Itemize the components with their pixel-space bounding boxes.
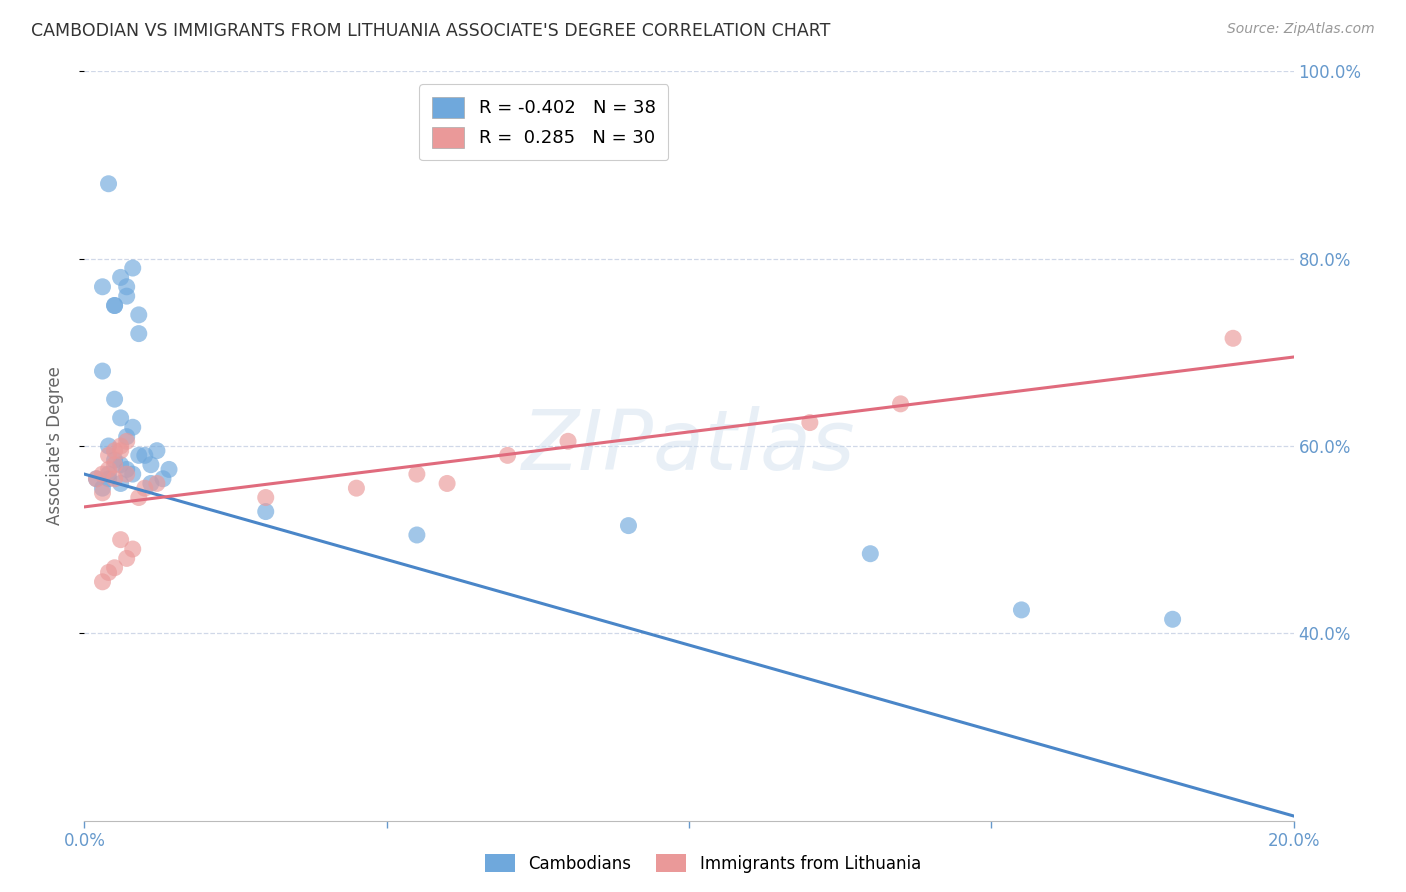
Text: CAMBODIAN VS IMMIGRANTS FROM LITHUANIA ASSOCIATE'S DEGREE CORRELATION CHART: CAMBODIAN VS IMMIGRANTS FROM LITHUANIA A…	[31, 22, 831, 40]
Point	[115, 551, 138, 566]
Point	[104, 392, 127, 407]
Point	[128, 326, 150, 341]
Point	[97, 472, 120, 486]
Point	[97, 467, 120, 482]
Legend: Cambodians, Immigrants from Lithuania: Cambodians, Immigrants from Lithuania	[478, 847, 928, 880]
Point	[134, 481, 156, 495]
Point	[110, 270, 132, 285]
Point	[97, 449, 120, 463]
Point	[139, 458, 162, 472]
Point	[115, 280, 138, 294]
Point	[91, 467, 114, 482]
Point	[406, 467, 429, 482]
Point	[110, 458, 132, 472]
Point	[91, 280, 114, 294]
Point	[121, 261, 143, 276]
Point	[104, 443, 127, 458]
Point	[799, 416, 821, 430]
Point	[128, 308, 150, 322]
Point	[110, 533, 132, 547]
Point	[91, 485, 114, 500]
Point	[128, 449, 150, 463]
Point	[115, 289, 138, 303]
Point	[115, 430, 138, 444]
Point	[557, 434, 579, 449]
Point	[97, 566, 120, 580]
Point	[134, 449, 156, 463]
Point	[115, 434, 138, 449]
Point	[110, 410, 132, 425]
Point	[110, 476, 132, 491]
Point	[436, 476, 458, 491]
Y-axis label: Associate's Degree: Associate's Degree	[45, 367, 63, 525]
Point	[110, 443, 132, 458]
Point	[110, 439, 132, 453]
Point	[254, 491, 277, 505]
Point	[139, 476, 162, 491]
Point	[121, 467, 143, 482]
Point	[91, 364, 114, 378]
Point	[104, 299, 127, 313]
Point	[104, 458, 127, 472]
Text: Source: ZipAtlas.com: Source: ZipAtlas.com	[1227, 22, 1375, 37]
Point	[104, 472, 127, 486]
Point	[1011, 603, 1033, 617]
Point	[86, 472, 108, 486]
Point	[86, 472, 108, 486]
Point	[406, 528, 429, 542]
Point	[97, 177, 120, 191]
Point	[104, 299, 127, 313]
Point	[115, 467, 138, 482]
Point	[496, 449, 519, 463]
Point	[146, 476, 169, 491]
Point	[121, 542, 143, 557]
Point	[97, 462, 120, 476]
Point	[104, 453, 127, 467]
Text: ZIPatlas: ZIPatlas	[522, 406, 856, 486]
Point	[1161, 612, 1184, 626]
Point	[1222, 331, 1244, 345]
Point	[91, 481, 114, 495]
Point	[128, 491, 150, 505]
Point	[346, 481, 368, 495]
Point	[859, 547, 882, 561]
Point	[97, 439, 120, 453]
Point	[115, 462, 138, 476]
Point	[254, 505, 277, 519]
Point	[157, 462, 180, 476]
Point	[121, 420, 143, 434]
Point	[104, 561, 127, 575]
Point	[890, 397, 912, 411]
Legend: R = -0.402   N = 38, R =  0.285   N = 30: R = -0.402 N = 38, R = 0.285 N = 30	[419, 84, 668, 161]
Point	[152, 472, 174, 486]
Point	[146, 443, 169, 458]
Point	[91, 574, 114, 589]
Point	[617, 518, 640, 533]
